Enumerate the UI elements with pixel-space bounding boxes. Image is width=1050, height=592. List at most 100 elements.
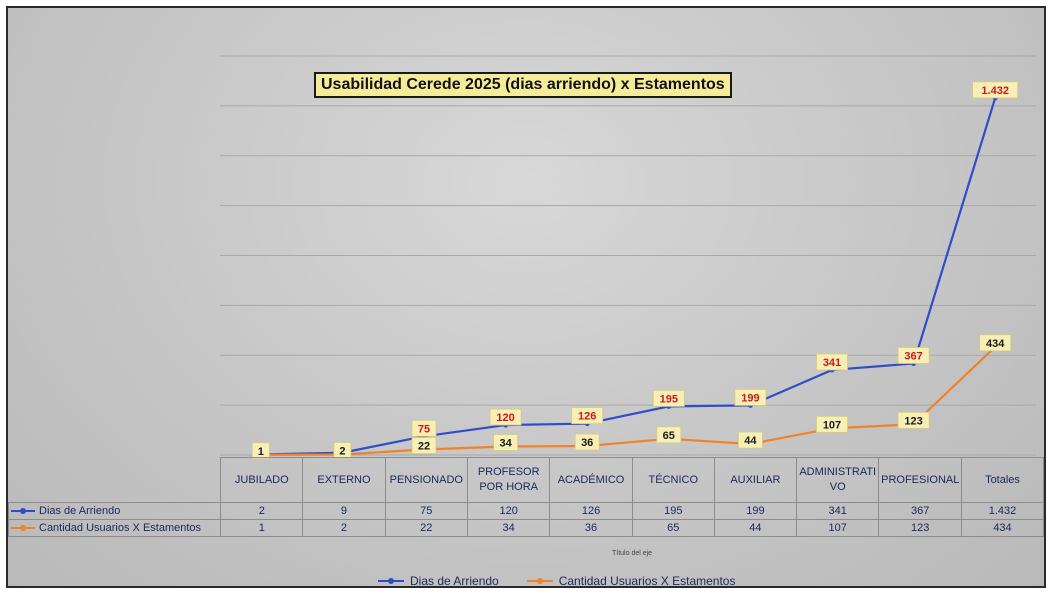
category-header: TÉCNICO [631, 457, 715, 503]
data-label-box [574, 433, 600, 451]
category-label: TÉCNICO [648, 473, 699, 486]
series-line-2 [260, 345, 996, 456]
category-label: EXTERNO [317, 473, 371, 486]
category-header: AUXILIAR [713, 457, 797, 503]
data-label-text: 120 [496, 412, 514, 424]
data-label-box [972, 81, 1019, 99]
table-cell: 367 [878, 502, 962, 520]
data-label-text: 126 [578, 411, 596, 423]
table-cell: 75 [384, 502, 469, 520]
table-cell: 199 [713, 502, 797, 520]
series-name: Cantidad Usuarios X Estamentos [39, 522, 202, 534]
data-label: 341 [816, 353, 848, 371]
data-label: 36 [574, 433, 600, 451]
data-label: 123 [897, 411, 930, 429]
data-label-text: 44 [744, 435, 757, 447]
table-cell: 2 [220, 502, 304, 520]
table-cell: 36 [549, 519, 633, 537]
swatch-marker [20, 508, 26, 515]
data-label-text: 107 [823, 419, 841, 431]
data-label-box [493, 434, 519, 451]
data-label: 1 [251, 442, 270, 460]
data-label-text: 434 [986, 338, 1005, 350]
legend-item: Dias de Arriendo [378, 574, 499, 588]
table-cell: 44 [713, 519, 797, 537]
data-label: 120 [489, 408, 522, 426]
data-label-text: 34 [499, 438, 512, 450]
data-label-box [656, 426, 682, 444]
table-cell: 126 [549, 502, 633, 520]
category-header: PROFESOR POR HORA [467, 457, 551, 503]
category-label: PENSIONADO [389, 473, 463, 486]
category-label: AUXILIAR [730, 473, 781, 486]
table-cell: 434 [961, 519, 1044, 537]
category-label: PROFESOR [477, 466, 540, 478]
legend-item: Cantidad Usuarios X Estamentos [526, 574, 736, 588]
data-label-text: 123 [904, 415, 922, 427]
table-row: Cantidad Usuarios X Estamentos 1 2 22 34 36 65… [8, 519, 1044, 537]
data-label-text: 65 [663, 430, 675, 442]
data-label: 65 [656, 426, 682, 444]
data-label-text: 367 [904, 350, 922, 362]
category-label: PROFESIONAL [881, 473, 960, 486]
data-label-text: 199 [741, 392, 759, 404]
category-label: ACADÉMICO [557, 473, 625, 486]
data-label-box [411, 437, 437, 454]
series-swatch-icon [11, 525, 35, 532]
data-table: JUBILADO EXTERNO PENSIONADO PROFESOR POR HOR… [8, 457, 1044, 537]
table-cell: 195 [631, 502, 715, 520]
series-name: Dias de Arriendo [39, 505, 121, 517]
data-label-box [816, 353, 848, 371]
data-label-box [897, 347, 930, 364]
category-label: Totales [985, 473, 1020, 486]
data-label: 75 [411, 419, 437, 437]
data-label: 2 [333, 442, 352, 459]
data-label-text: 195 [660, 393, 678, 405]
table-cell: 123 [878, 519, 962, 537]
category-label: VO [829, 481, 846, 493]
data-label-text: 22 [418, 441, 430, 453]
category-header: Totales [961, 457, 1044, 503]
data-label-box [979, 334, 1012, 352]
table-cell: 65 [631, 519, 715, 537]
data-label-box [652, 389, 685, 407]
x-axis-title: Título del eje [612, 550, 653, 557]
data-label: 367 [897, 347, 930, 364]
data-label: 195 [652, 389, 685, 407]
category-label: JUBILADO [234, 473, 289, 486]
data-label-box [816, 415, 848, 433]
data-label-box [734, 388, 767, 406]
data-label: 44 [738, 431, 763, 449]
table-cell: 9 [302, 502, 386, 520]
data-label: 126 [571, 407, 604, 424]
legend-label: Dias de Arriendo [410, 574, 499, 588]
legend-label: Cantidad Usuarios X Estamentos [558, 574, 736, 588]
chart-frame: 75 120 126 195 199 341 367 1.432 1 2 22 34 36 65 44 107… [6, 6, 1046, 588]
category-header: PROFESIONAL [878, 457, 962, 503]
category-header: PENSIONADO [384, 457, 469, 503]
data-label-box [897, 411, 930, 429]
swatch-marker [536, 578, 543, 584]
data-label-box [489, 408, 522, 426]
category-header: ACADÉMICO [549, 457, 633, 503]
table-cell: 341 [795, 502, 880, 520]
table-corner [9, 458, 221, 503]
table-cell: 2 [302, 519, 386, 537]
legend-swatch-icon [526, 578, 553, 584]
legend: Dias de Arriendo Cantidad Usuarios X Esta… [378, 574, 736, 588]
table-cell: 1 [220, 519, 304, 537]
data-label-text: 75 [418, 423, 430, 435]
data-label-box [571, 407, 604, 424]
table-cell: 1.432 [961, 502, 1044, 520]
data-label-text: 36 [581, 437, 593, 449]
legend-swatch-icon [378, 578, 404, 584]
data-label: 22 [411, 437, 437, 454]
data-label-text: 1 [258, 446, 264, 458]
table-cell: 107 [795, 519, 880, 537]
category-header: ADMINISTRATI VO [795, 457, 880, 503]
swatch-marker [20, 525, 26, 532]
table-cell: 120 [467, 502, 551, 520]
series-line-1 [260, 97, 997, 456]
table-header-row: JUBILADO EXTERNO PENSIONADO PROFESOR POR HOR… [9, 457, 1044, 503]
